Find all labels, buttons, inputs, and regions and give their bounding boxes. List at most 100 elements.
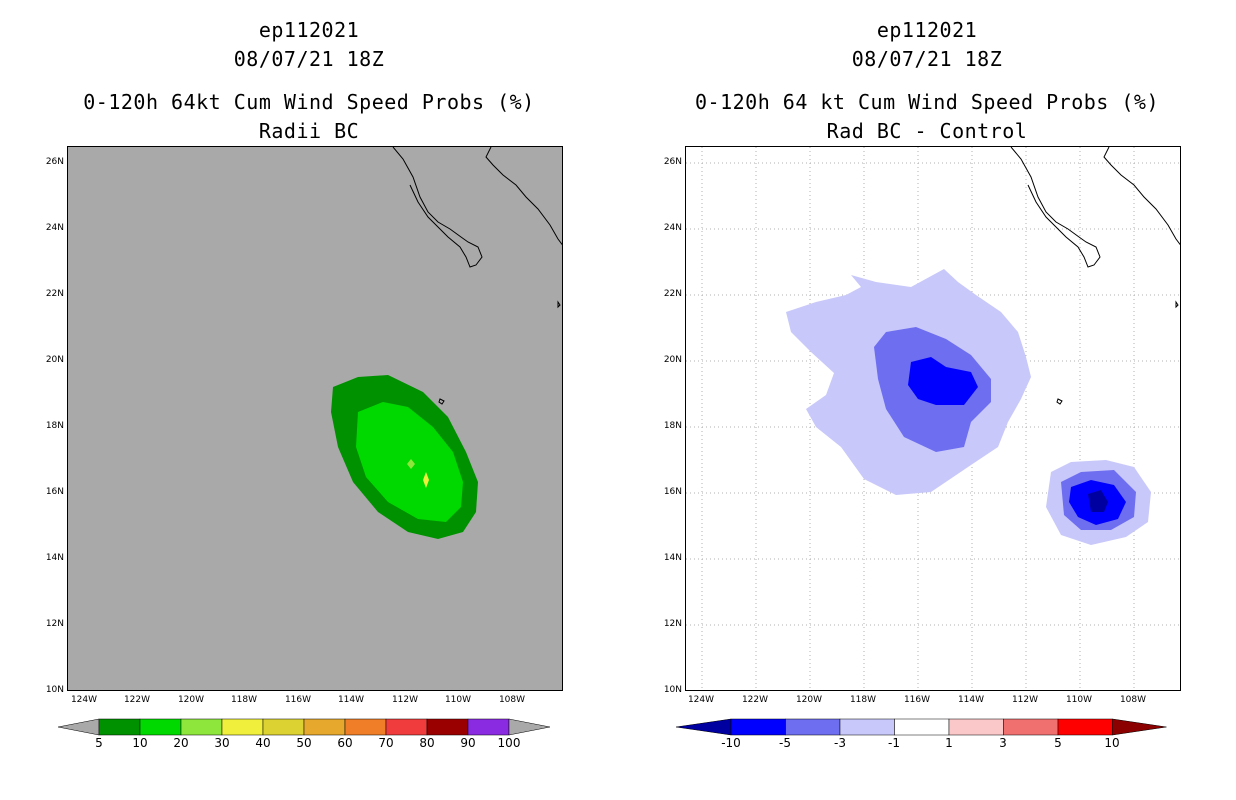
- right-cbar-label-10: 10: [1104, 736, 1120, 750]
- left-cbar-label-10: 10: [132, 736, 148, 750]
- right-lon-116w: 116W: [903, 695, 931, 705]
- right-lat-24n: 24N: [663, 223, 682, 233]
- left-map: [67, 146, 563, 691]
- right-island-1: [1056, 398, 1063, 405]
- left-prob-30-40: [423, 472, 429, 488]
- right-cbar-label-m10: -10: [721, 736, 741, 750]
- right-cbar-swatch: [1003, 718, 1059, 736]
- right-cbar-swatch: [839, 718, 895, 736]
- right-coastline-baja: [1010, 147, 1101, 268]
- left-cbar-swatch: [98, 718, 141, 736]
- left-cbar-swatch: [467, 718, 510, 736]
- right-datetime: 08/07/21 18Z: [851, 47, 1003, 71]
- left-lat-10n: 10N: [45, 685, 64, 695]
- left-datetime: 08/07/21 18Z: [233, 47, 385, 71]
- right-lon-112w: 112W: [1011, 695, 1039, 705]
- left-lon-110w: 110W: [444, 695, 472, 705]
- left-cbar-label-100: 100: [497, 736, 521, 750]
- left-subtitle: Radii BC: [258, 119, 360, 143]
- right-lat-12n: 12N: [663, 619, 682, 629]
- left-cbar-label-40: 40: [255, 736, 271, 750]
- left-cbar-swatch: [303, 718, 346, 736]
- right-panel-header: ep112021 08/07/21 18Z 0-120h 64 kt Cum W…: [618, 16, 1236, 146]
- right-title: 0-120h 64 kt Cum Wind Speed Probs (%): [694, 90, 1160, 114]
- right-cbar-swatch: [894, 718, 950, 736]
- right-cbar-label-1: 1: [945, 736, 953, 750]
- right-cbar-label-m5: -5: [779, 736, 791, 750]
- right-colorbar: [676, 718, 1172, 736]
- right-cbar-swatch: [1057, 718, 1113, 736]
- right-cbar-label-m3: -3: [834, 736, 846, 750]
- right-cbar-swatch: [948, 718, 1004, 736]
- left-cbar-swatch: [221, 718, 264, 736]
- right-diff-cluster1-dark: [908, 357, 978, 405]
- left-lon-122w: 122W: [123, 695, 151, 705]
- right-cbar-high-arrow: [1112, 718, 1167, 736]
- left-cbar-swatch: [426, 718, 469, 736]
- left-island-2: [557, 300, 561, 309]
- right-lat-22n: 22N: [663, 289, 682, 299]
- left-title: 0-120h 64kt Cum Wind Speed Probs (%): [83, 90, 535, 114]
- right-storm-id: ep112021: [876, 18, 978, 42]
- right-lon-114w: 114W: [957, 695, 985, 705]
- left-cbar-high-arrow: [508, 718, 551, 736]
- left-lat-14n: 14N: [45, 553, 64, 563]
- left-cbar-label-70: 70: [378, 736, 394, 750]
- left-lon-120w: 120W: [177, 695, 205, 705]
- right-lon-118w: 118W: [849, 695, 877, 705]
- right-cbar-label-3: 3: [999, 736, 1007, 750]
- right-lat-18n: 18N: [663, 421, 682, 431]
- left-cbar-label-5: 5: [95, 736, 103, 750]
- right-lat-16n: 16N: [663, 487, 682, 497]
- left-lat-26n: 26N: [45, 157, 64, 167]
- right-lat-26n: 26N: [663, 157, 682, 167]
- left-lat-22n: 22N: [45, 289, 64, 299]
- right-subtitle: Rad BC - Control: [826, 119, 1028, 143]
- right-cbar-label-5: 5: [1054, 736, 1062, 750]
- left-cbar-swatch: [180, 718, 223, 736]
- right-lat-14n: 14N: [663, 553, 682, 563]
- left-cbar-label-50: 50: [296, 736, 312, 750]
- right-cbar-low-arrow: [676, 718, 732, 736]
- left-lon-124w: 124W: [70, 695, 98, 705]
- left-cbar-label-30: 30: [214, 736, 230, 750]
- left-lon-118w: 118W: [230, 695, 258, 705]
- left-panel-header: ep112021 08/07/21 18Z 0-120h 64kt Cum Wi…: [0, 16, 618, 146]
- left-storm-id: ep112021: [258, 18, 360, 42]
- left-coastline-baja: [392, 147, 483, 268]
- left-lat-24n: 24N: [45, 223, 64, 233]
- right-diff-cluster2-darkest: [1088, 490, 1108, 512]
- left-cbar-swatch: [139, 718, 182, 736]
- left-cbar-label-80: 80: [419, 736, 435, 750]
- right-coastline-mainland: [1103, 147, 1180, 246]
- right-lat-20n: 20N: [663, 355, 682, 365]
- left-lon-108w: 108W: [498, 695, 526, 705]
- left-lon-116w: 116W: [284, 695, 312, 705]
- right-lon-110w: 110W: [1065, 695, 1093, 705]
- left-prob-20-30: [407, 459, 415, 469]
- right-lat-10n: 10N: [663, 685, 682, 695]
- right-island-2: [1175, 300, 1179, 309]
- right-lon-122w: 122W: [741, 695, 769, 705]
- left-lon-112w: 112W: [391, 695, 419, 705]
- left-cbar-low-arrow: [58, 718, 100, 736]
- left-cbar-swatch: [344, 718, 387, 736]
- left-lon-114w: 114W: [337, 695, 365, 705]
- left-colorbar: [58, 718, 554, 736]
- left-cbar-swatch: [262, 718, 305, 736]
- right-cbar-swatch: [730, 718, 786, 736]
- left-cbar-label-20: 20: [173, 736, 189, 750]
- right-map: [685, 146, 1181, 691]
- left-island-1: [438, 398, 445, 405]
- left-lat-20n: 20N: [45, 355, 64, 365]
- left-cbar-swatch: [385, 718, 428, 736]
- left-coastline-mainland: [485, 147, 562, 246]
- left-lat-18n: 18N: [45, 421, 64, 431]
- left-cbar-label-90: 90: [460, 736, 476, 750]
- right-lon-124w: 124W: [687, 695, 715, 705]
- right-lon-108w: 108W: [1119, 695, 1147, 705]
- left-lat-16n: 16N: [45, 487, 64, 497]
- right-lon-120w: 120W: [795, 695, 823, 705]
- right-cbar-label-m1: -1: [888, 736, 900, 750]
- left-lat-12n: 12N: [45, 619, 64, 629]
